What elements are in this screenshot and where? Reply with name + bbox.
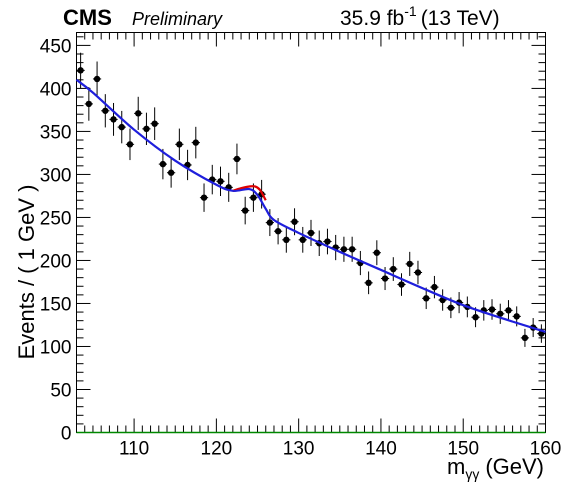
x-axis-main: m [447,454,465,479]
data-marker [382,275,388,281]
data-marker [283,237,289,243]
data-point [364,271,372,294]
data-marker [201,194,207,200]
y-tick-label: 400 [40,79,72,100]
y-tick-label: 300 [40,165,72,186]
data-point [208,165,216,194]
y-tick-label: 0 [61,424,72,445]
y-tick-label: 350 [40,122,72,143]
data-marker [135,110,141,116]
data-point [134,97,142,130]
y-tick-label: 150 [40,294,72,315]
data-marker [275,228,281,234]
status-label: Preliminary [132,9,223,29]
experiment-label: CMS [63,5,112,30]
data-marker [193,139,199,145]
data-marker [489,306,495,312]
data-marker [374,250,380,256]
data-point [200,183,208,211]
data-marker [472,314,478,320]
x-tick-label: 140 [365,439,397,460]
data-point [151,107,159,140]
data-point [241,197,249,225]
data-point [406,252,414,276]
y-tick-label: 450 [40,36,72,57]
data-marker [365,280,371,286]
lumi-label: 35.9 fb-1 (13 TeV) [340,3,500,30]
data-point [323,229,331,255]
data-marker [415,269,421,275]
data-marker [505,307,511,313]
lumi-value: 35.9 fb [340,7,404,30]
data-marker [324,238,330,244]
data-point [225,173,233,202]
data-marker [407,261,413,267]
data-point [340,237,348,262]
data-point [101,94,109,127]
data-marker [308,230,314,236]
data-marker [514,313,520,319]
data-point [373,240,381,265]
data-point [216,167,224,196]
data-point [504,300,512,321]
data-marker [300,237,306,243]
data-point [183,150,191,180]
data-marker [390,266,396,272]
x-tick-label: 110 [119,439,149,460]
data-point [93,62,101,97]
data-marker [160,161,166,167]
data-point [233,144,241,175]
data-marker [94,76,100,82]
data-marker [349,246,355,252]
y-tick-label: 200 [40,251,72,272]
tick-labels: 110 120 130 140 150 160 0 50 100 150 200 250 300 350 4… [40,36,562,459]
x-tick-label: 120 [201,439,233,460]
y-axis-title: Events / ( 1 GeV ) [14,185,39,360]
data-marker [234,156,240,162]
data-marker [242,207,248,213]
data-marker [127,141,133,147]
data-marker [522,335,528,341]
x-axis-title: mγγ (GeV) [447,454,544,482]
y-tick-label: 250 [40,208,72,229]
data-point [521,329,529,347]
data-marker [168,170,174,176]
data-marker [119,124,125,130]
data-point [496,304,504,324]
data-marker [217,178,223,184]
data-marker [176,141,182,147]
y-tick-label: 100 [40,337,72,358]
lumi-exponent: -1 [404,3,417,19]
data-marker [86,101,92,107]
data-marker [448,305,454,311]
data-marker [102,108,108,114]
data-marker [423,295,429,301]
data-point [439,289,447,310]
data-point [299,227,307,253]
data-point [167,158,175,188]
data-marker [250,194,256,200]
data-marker [143,126,149,132]
data-point [414,261,422,284]
data-point [307,220,315,246]
data-marker [110,116,116,122]
data-marker [151,120,157,126]
data-point [537,324,545,342]
x-tick-label: 130 [283,439,315,460]
energy-label: (13 TeV) [421,7,500,30]
data-marker [77,67,83,73]
data-point [282,227,290,253]
data-marker [267,219,273,225]
data-marker [291,219,297,225]
data-points [77,53,546,347]
y-tick-label: 50 [50,380,71,401]
data-marker [431,284,437,290]
data-point [126,129,134,160]
data-marker [398,281,404,287]
data-point [175,129,183,160]
x-axis-subscript: γγ [465,466,479,482]
x-axis-unit: (GeV) [485,454,544,479]
data-point [192,127,200,159]
